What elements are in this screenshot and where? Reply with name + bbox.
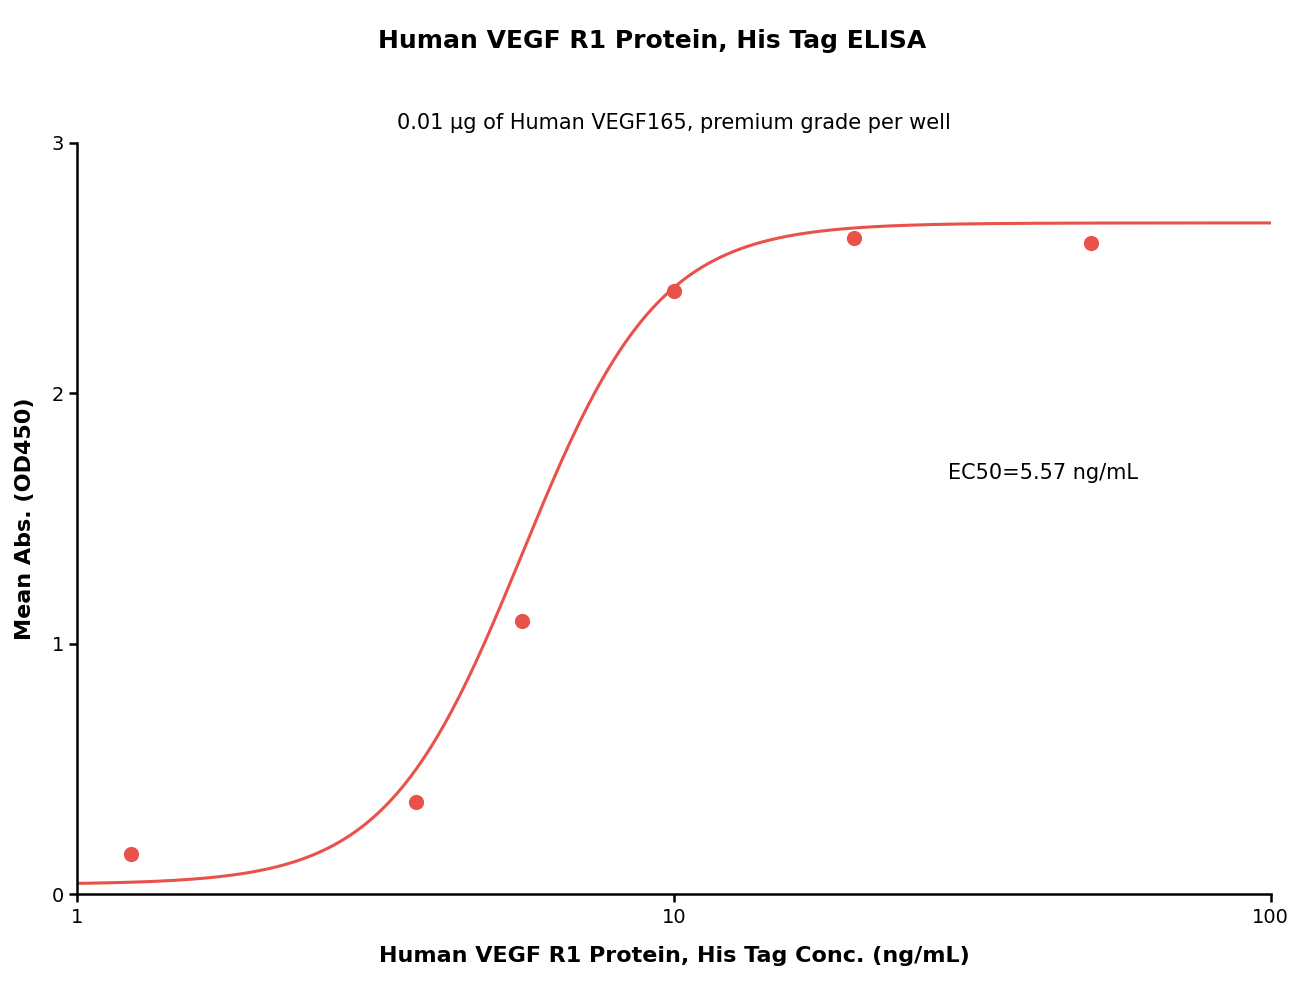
Text: EC50=5.57 ng/mL: EC50=5.57 ng/mL <box>948 463 1138 484</box>
Y-axis label: Mean Abs. (OD450): Mean Abs. (OD450) <box>16 397 35 640</box>
Point <box>1081 235 1102 251</box>
Point <box>406 794 426 809</box>
Point <box>512 613 533 629</box>
Point <box>664 283 685 298</box>
Point <box>844 231 865 246</box>
Point <box>120 847 141 862</box>
X-axis label: Human VEGF R1 Protein, His Tag Conc. (ng/mL): Human VEGF R1 Protein, His Tag Conc. (ng… <box>378 946 969 966</box>
Text: Human VEGF R1 Protein, His Tag ELISA: Human VEGF R1 Protein, His Tag ELISA <box>378 29 926 53</box>
Title: 0.01 μg of Human VEGF165, premium grade per well: 0.01 μg of Human VEGF165, premium grade … <box>396 113 951 132</box>
